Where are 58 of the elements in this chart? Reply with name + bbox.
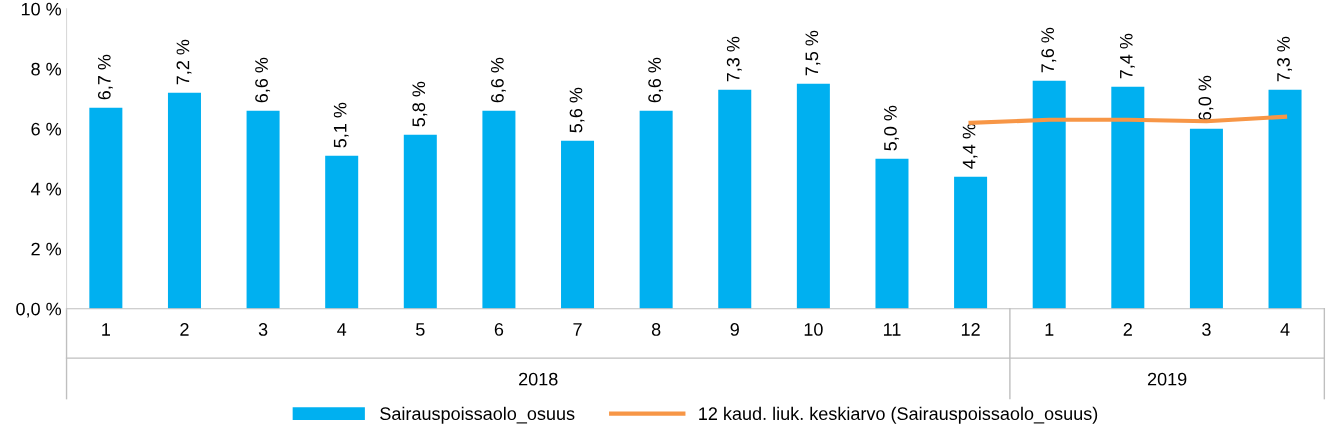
data-label: 5,1 % <box>333 102 349 148</box>
bar <box>639 110 673 309</box>
x-tick-label: 7 <box>573 323 582 336</box>
data-label: 5,8 % <box>412 81 428 127</box>
bar <box>954 176 988 309</box>
bar <box>1189 128 1223 309</box>
data-label: 6,6 % <box>255 57 271 103</box>
data-label: 7,5 % <box>805 30 821 76</box>
data-label: 6,0 % <box>1198 75 1214 121</box>
x-tick-label: 1 <box>102 323 110 336</box>
text: 2018 <box>519 372 558 386</box>
bar <box>246 110 280 309</box>
bar <box>796 83 830 309</box>
data-label: 6,6 % <box>490 57 506 103</box>
data-label: 7,3 % <box>1277 36 1293 82</box>
y-tick-label: 0,0 % <box>16 302 62 318</box>
x-tick-label: 1 <box>1045 323 1054 336</box>
x-tick-label: 5 <box>416 323 425 336</box>
legend-label: Sairauspoissaolo_osuus <box>380 406 575 424</box>
bar <box>403 134 437 309</box>
bar <box>875 158 909 309</box>
data-label: 6,6 % <box>648 57 664 103</box>
data-label: 5,6 % <box>569 87 585 133</box>
x-tick-label: 2 <box>180 323 189 336</box>
y-tick-label: 8 % <box>31 62 62 76</box>
data-label: 7,4 % <box>1119 33 1135 79</box>
x-tick-label: 2 <box>1123 323 1132 336</box>
bar <box>561 140 595 309</box>
data-label: 7,3 % <box>726 36 742 82</box>
y-tick-label: 6 % <box>31 122 62 136</box>
x-tick-label: 9 <box>730 323 739 336</box>
bar <box>325 155 359 309</box>
x-tick-label: 4 <box>337 323 347 336</box>
data-label: 6,7 % <box>97 54 113 100</box>
y-tick-label: 10 % <box>21 2 62 16</box>
data-label: 4,4 % <box>962 123 978 169</box>
x-tick-label: 11 <box>883 323 901 336</box>
y-tick-label: 2 % <box>31 242 62 256</box>
x-tick-label: 3 <box>258 323 268 336</box>
data-label: 5,0 % <box>884 105 899 151</box>
x-tick-label: 6 <box>494 323 504 336</box>
bar <box>482 110 516 309</box>
bar <box>1032 80 1066 309</box>
data-label: 7,6 % <box>1041 27 1057 73</box>
x-tick-label: 4 <box>1280 323 1290 336</box>
text: 2019 <box>1147 372 1187 386</box>
bar <box>1111 86 1145 309</box>
x-tick-label: 12 <box>961 323 980 336</box>
x-tick-label: 3 <box>1202 323 1211 336</box>
bar <box>167 92 201 309</box>
data-label: 7,2 % <box>176 39 192 85</box>
legend-label: 12 kaud. liuk. keskiarvo (Sairauspoissaolo_osuus) <box>699 406 1098 424</box>
bar <box>89 107 123 309</box>
x-tick-label: 8 <box>651 323 661 336</box>
bar <box>718 89 752 309</box>
y-tick-label: 4 % <box>30 182 62 196</box>
bar <box>1268 89 1302 309</box>
x-tick-label: 10 <box>804 323 823 336</box>
